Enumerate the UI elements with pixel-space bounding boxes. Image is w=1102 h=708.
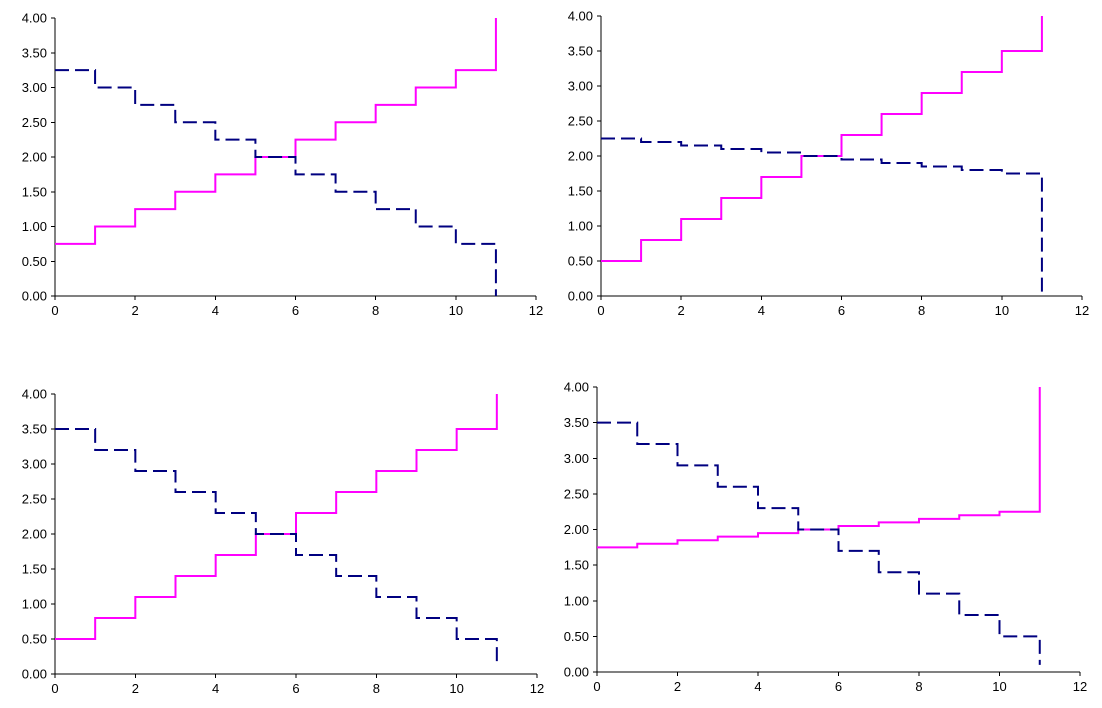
chart1-x-tick-label: 6 [292, 303, 299, 318]
chart4-series-dashed-line [597, 421, 1041, 665]
chart1-x-tick-label: 4 [212, 303, 219, 318]
chart1-y-tick-label: 3.00 [22, 80, 47, 95]
chart2-x-tick-label: 12 [1075, 303, 1089, 318]
chart-panel-top-left: 0.00 0.50 1.00 1.50 2.00 2.50 3.00 3.50 4.00 0 2 4 6… [22, 11, 544, 319]
chart1-y-tick-label: 1.00 [22, 219, 47, 234]
chart1-x-tick-label: 8 [372, 303, 379, 318]
chart3-y-tick-label: 3.00 [22, 457, 47, 472]
chart1-x-tick-label: 12 [529, 303, 543, 318]
chart2-y-tick-label: 1.50 [568, 184, 593, 199]
chart3-x-tick-label: 6 [292, 681, 299, 696]
chart4-x-tick-label: 4 [754, 679, 761, 694]
chart1-series-solid-line [55, 18, 497, 245]
chart-panel-bottom-left: 0.00 0.50 1.00 1.50 2.00 2.50 3.00 3.50 4.00 0 2 4 6… [22, 387, 545, 697]
chart4-y-tick-label: 2.50 [564, 486, 589, 501]
chart4-x-tick-label: 2 [674, 679, 681, 694]
chart3-y-tick-label: 2.50 [22, 492, 47, 507]
chart1-series-dashed-line [55, 69, 497, 296]
chart4-x-tick-label: 0 [593, 679, 600, 694]
chart4-series-solid-line [597, 387, 1041, 549]
chart4-x-tick-label: 12 [1073, 679, 1087, 694]
chart3-y-tick-label: 0.00 [22, 667, 47, 682]
chart1-y-tick-label: 2.50 [22, 115, 47, 130]
chart4-y-tick-label: 0.00 [564, 665, 589, 680]
chart-panel-bottom-right: 0.00 0.50 1.00 1.50 2.00 2.50 3.00 3.50 4.00 0 2 4 6… [564, 380, 1088, 695]
chart1-y-tick-label: 1.50 [22, 184, 47, 199]
chart1-y-tick-label: 4.00 [22, 11, 47, 26]
chart2-y-tick-label: 4.00 [568, 9, 593, 24]
chart4-y-tick-label: 1.00 [564, 593, 589, 608]
chart2-y-tick-label: 3.00 [568, 79, 593, 94]
chart3-series-solid-line [55, 394, 498, 640]
chart4-y-tick-label: 3.00 [564, 451, 589, 466]
chart1-y-tick-label: 2.00 [22, 150, 47, 165]
chart1-x-tick-label: 10 [449, 303, 463, 318]
chart2-x-tick-label: 0 [597, 303, 604, 318]
chart3-x-tick-label: 12 [530, 681, 544, 696]
chart2-x-tick-label: 8 [918, 303, 925, 318]
chart2-y-tick-label: 2.00 [568, 149, 593, 164]
chart2-x-tick-label: 6 [838, 303, 845, 318]
chart2-y-tick-label: 0.00 [568, 289, 593, 304]
chart4-y-tick-label: 4.00 [564, 380, 589, 395]
chart1-y-tick-label: 3.50 [22, 45, 47, 60]
chart4-x-tick-label: 8 [915, 679, 922, 694]
chart1-x-tick-label: 0 [51, 303, 58, 318]
chart3-x-tick-label: 4 [212, 681, 219, 696]
chart2-x-tick-label: 2 [678, 303, 685, 318]
chart2-y-tick-label: 1.00 [568, 219, 593, 234]
chart4-x-tick-label: 10 [992, 679, 1006, 694]
chart3-x-tick-label: 8 [373, 681, 380, 696]
chart2-y-tick-label: 2.50 [568, 114, 593, 129]
chart1-y-tick-label: 0.50 [22, 254, 47, 269]
chart3-y-tick-label: 1.50 [22, 562, 47, 577]
chart2-y-tick-label: 3.50 [568, 44, 593, 59]
chart-panel-top-right: 0.00 0.50 1.00 1.50 2.00 2.50 3.00 3.50 4.00 0 2 4 6… [568, 9, 1090, 319]
chart2-series-dashed-line [601, 137, 1043, 296]
chart4-y-tick-label: 1.50 [564, 558, 589, 573]
chart3-x-tick-label: 0 [51, 681, 58, 696]
chart2-x-tick-label: 10 [995, 303, 1009, 318]
chart3-y-tick-label: 4.00 [22, 387, 47, 402]
chart3-y-tick-label: 1.00 [22, 597, 47, 612]
chart4-y-tick-label: 0.50 [564, 629, 589, 644]
chart3-x-tick-label: 10 [449, 681, 463, 696]
chart3-y-tick-label: 0.50 [22, 632, 47, 647]
chart4-y-tick-label: 2.00 [564, 522, 589, 537]
chart4-y-tick-label: 3.50 [564, 415, 589, 430]
chart1-x-tick-label: 2 [132, 303, 139, 318]
chart3-y-tick-label: 2.00 [22, 527, 47, 542]
chart3-x-tick-label: 2 [132, 681, 139, 696]
chart3-series-dashed-line [55, 428, 498, 667]
chart4-x-tick-label: 6 [835, 679, 842, 694]
chart2-y-tick-label: 0.50 [568, 254, 593, 269]
chart1-y-tick-label: 0.00 [22, 289, 47, 304]
chart2-series-solid-line [601, 16, 1043, 262]
chart3-y-tick-label: 3.50 [22, 422, 47, 437]
chart2-x-tick-label: 4 [758, 303, 765, 318]
